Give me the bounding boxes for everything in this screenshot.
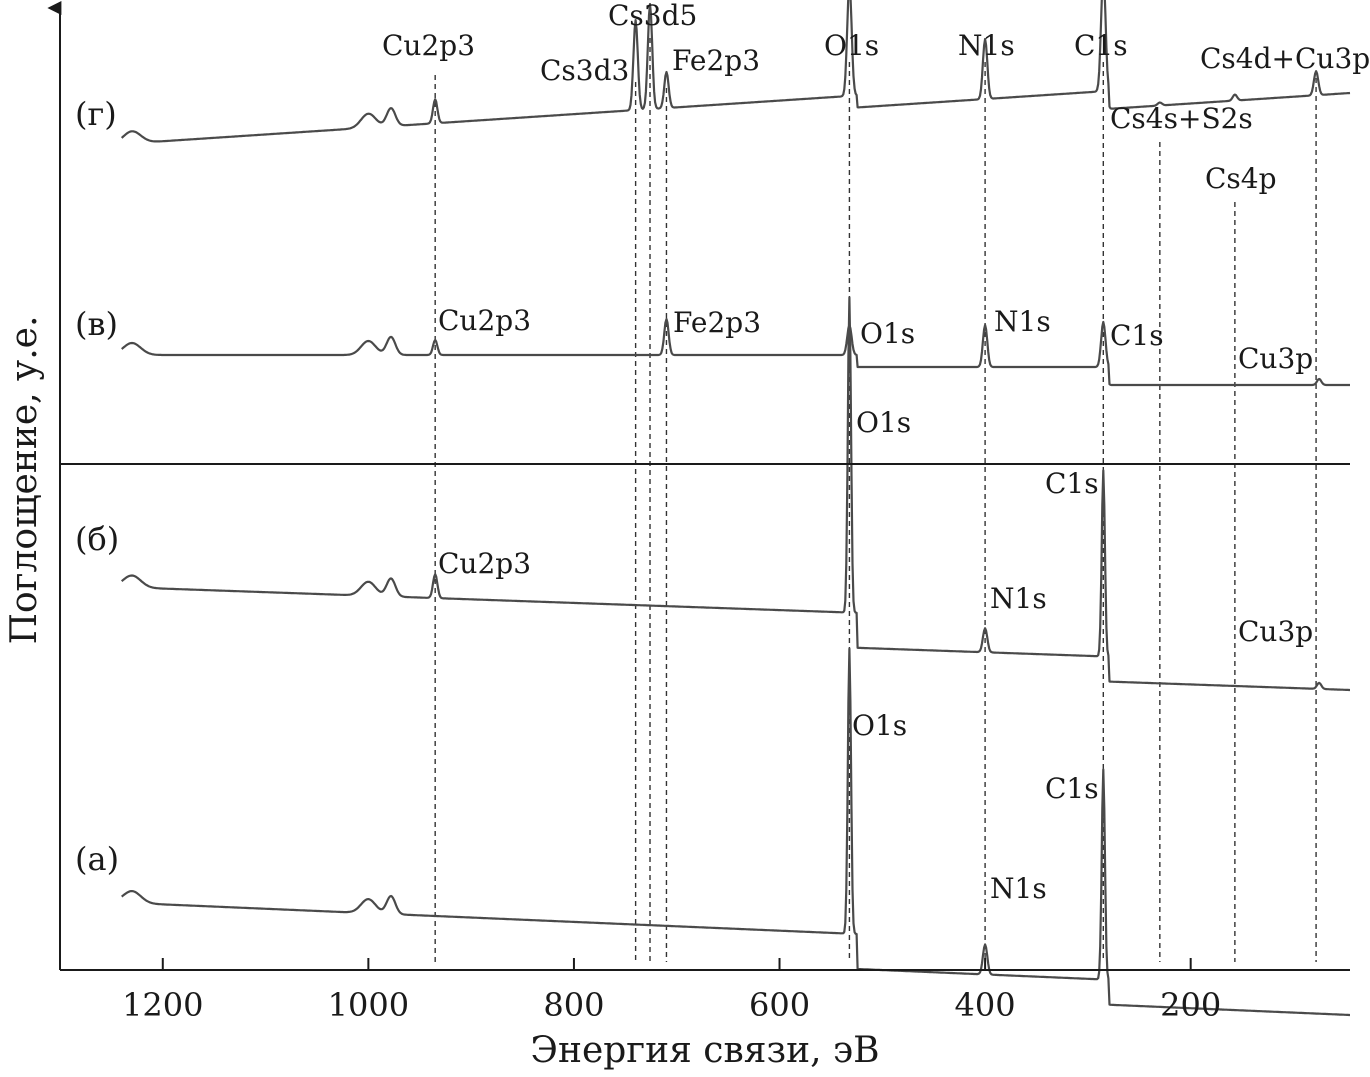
peak-label-4-cs4p: Cs4p xyxy=(1205,162,1277,195)
peak-label-4-cs3d5: Cs3d5 xyxy=(608,0,697,32)
peak-label-2-cu2p3: Cu2p3 xyxy=(438,547,531,580)
series-label-2: (б) xyxy=(75,520,119,558)
peak-label-4-cs4ss2s: Cs4s+S2s xyxy=(1110,102,1253,135)
x-tick-label-200: 200 xyxy=(1160,986,1221,1024)
x-axis-title: Энергия связи, эВ xyxy=(530,1030,879,1071)
peak-label-4-cu2p3: Cu2p3 xyxy=(382,29,475,62)
spectrum-curves xyxy=(120,0,1351,1017)
peak-label-2-n1s: N1s xyxy=(990,582,1047,615)
series-label-4: (г) xyxy=(75,95,117,133)
x-tick-label-400: 400 xyxy=(955,986,1016,1024)
peak-label-4-fe2p3: Fe2p3 xyxy=(672,44,760,77)
spectrum-series-2 xyxy=(120,296,1351,692)
peak-label-3-cu2p3: Cu2p3 xyxy=(438,304,531,337)
x-tick-label-600: 600 xyxy=(749,986,810,1024)
series-label-3: (в) xyxy=(75,305,118,343)
peak-label-2-o1s: O1s xyxy=(856,406,911,439)
peak-label-3-cu3p: Cu3p xyxy=(1238,342,1313,375)
x-tick-label-1000: 1000 xyxy=(328,986,409,1024)
peak-label-3-fe2p3: Fe2p3 xyxy=(673,306,761,339)
peak-label-4-o1s: O1s xyxy=(824,29,879,62)
reference-lines xyxy=(434,38,1317,962)
peak-label-4-n1s: N1s xyxy=(958,29,1015,62)
peak-label-2-cu3p: Cu3p xyxy=(1238,615,1313,648)
x-tick-label-1200: 1200 xyxy=(122,986,203,1024)
x-tick-label-800: 800 xyxy=(543,986,604,1024)
peak-label-3-n1s: N1s xyxy=(994,305,1051,338)
peak-label-1-n1s: N1s xyxy=(990,872,1047,905)
peak-label-4-cs3d3: Cs3d3 xyxy=(540,54,629,87)
spectrum-series-3 xyxy=(121,317,1351,387)
peak-label-4-c1s: C1s xyxy=(1074,29,1128,62)
peak-labels: O1s C1s N1s O1s C1s Cu2p3 N1s Cu3p Cu2p3 Fe2p3 O1s… xyxy=(382,0,1370,905)
spectrum-series-4 xyxy=(120,0,1351,143)
peak-label-3-c1s: C1s xyxy=(1110,319,1164,352)
peak-label-1-c1s: C1s xyxy=(1045,772,1099,805)
series-label-1: (а) xyxy=(75,840,119,878)
x-ticks: 1200 1000 800 600 400 200 xyxy=(122,958,1221,1024)
peak-label-3-o1s: O1s xyxy=(860,317,915,350)
y-axis-title: Поглощение, у.е. xyxy=(4,316,45,645)
series-labels: (а) (б) (в) (г) xyxy=(75,95,119,878)
spectrum-series-1 xyxy=(121,647,1351,1017)
peak-label-1-o1s: O1s xyxy=(852,709,907,742)
peak-label-4-cs4dcu3p: Cs4d+Cu3p xyxy=(1200,42,1370,75)
peak-label-2-c1s: C1s xyxy=(1045,467,1099,500)
